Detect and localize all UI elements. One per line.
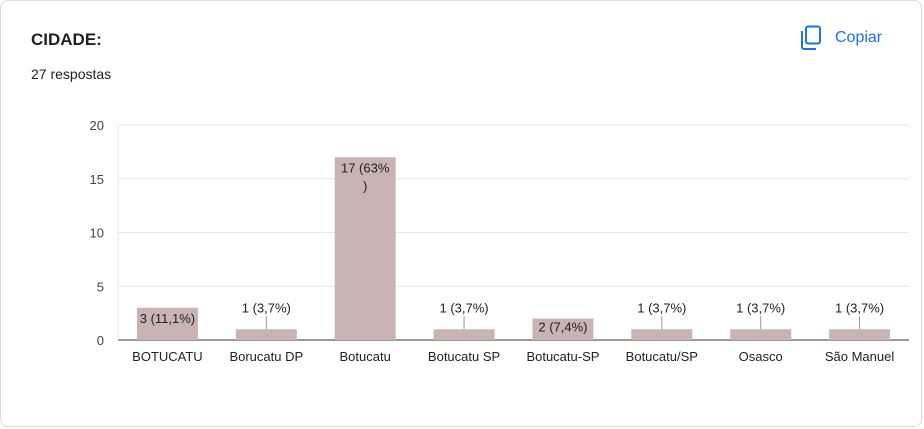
y-tick-label: 10 — [90, 226, 104, 241]
data-label: 17 (63% — [341, 160, 390, 175]
category-label: Botucatu — [340, 349, 391, 364]
bar — [829, 329, 890, 340]
bar — [730, 329, 791, 340]
y-tick-label: 20 — [90, 118, 104, 133]
category-label: Borucatu DP — [229, 349, 303, 364]
data-label: ) — [363, 178, 367, 193]
data-label: 1 (3,7%) — [637, 300, 686, 315]
category-label: São Manuel — [825, 349, 894, 364]
data-label: 1 (3,7%) — [835, 300, 884, 315]
category-label: Osasco — [739, 349, 783, 364]
category-label: Botucatu SP — [428, 349, 500, 364]
bar — [434, 329, 495, 340]
y-tick-label: 5 — [97, 279, 104, 294]
data-label: 1 (3,7%) — [439, 300, 488, 315]
data-label: 3 (11,1%) — [140, 311, 195, 326]
category-label: Botucatu/SP — [626, 349, 698, 364]
y-tick-label: 15 — [90, 172, 104, 187]
category-label: Botucatu-SP — [526, 349, 599, 364]
bar — [236, 329, 297, 340]
data-label: 2 (7,4%) — [538, 320, 587, 335]
category-label: BOTUCATU — [132, 349, 203, 364]
y-tick-label: 0 — [97, 333, 104, 348]
data-label: 1 (3,7%) — [242, 300, 291, 315]
bar — [631, 329, 692, 340]
data-label: 1 (3,7%) — [736, 300, 785, 315]
